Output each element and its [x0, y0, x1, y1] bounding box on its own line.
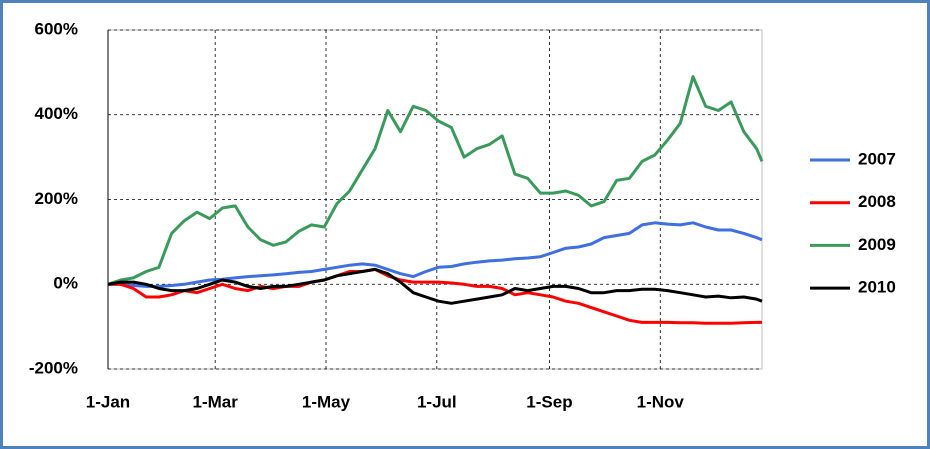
- legend-label: 2007: [858, 149, 896, 168]
- legend-label: 2010: [858, 278, 896, 297]
- x-tick-label: 1-May: [302, 392, 351, 411]
- legend-label: 2009: [858, 235, 896, 254]
- x-tick-label: 1-Sep: [526, 392, 572, 411]
- y-tick-label: 600%: [35, 19, 78, 38]
- x-tick-label: 1-Jan: [86, 392, 130, 411]
- y-tick-label: 200%: [35, 189, 78, 208]
- y-tick-label: -200%: [29, 358, 78, 377]
- x-tick-label: 1-Nov: [637, 392, 685, 411]
- series-line: [107, 75, 764, 286]
- y-tick-label: 0%: [53, 274, 78, 293]
- series-line: [108, 267, 762, 325]
- series-line: [108, 221, 763, 288]
- y-tick-label: 400%: [35, 104, 78, 123]
- x-tick-label: 1-Mar: [193, 392, 239, 411]
- series-line: [107, 267, 763, 305]
- x-tick-label: 1-Jul: [417, 392, 457, 411]
- legend-label: 2008: [858, 192, 896, 211]
